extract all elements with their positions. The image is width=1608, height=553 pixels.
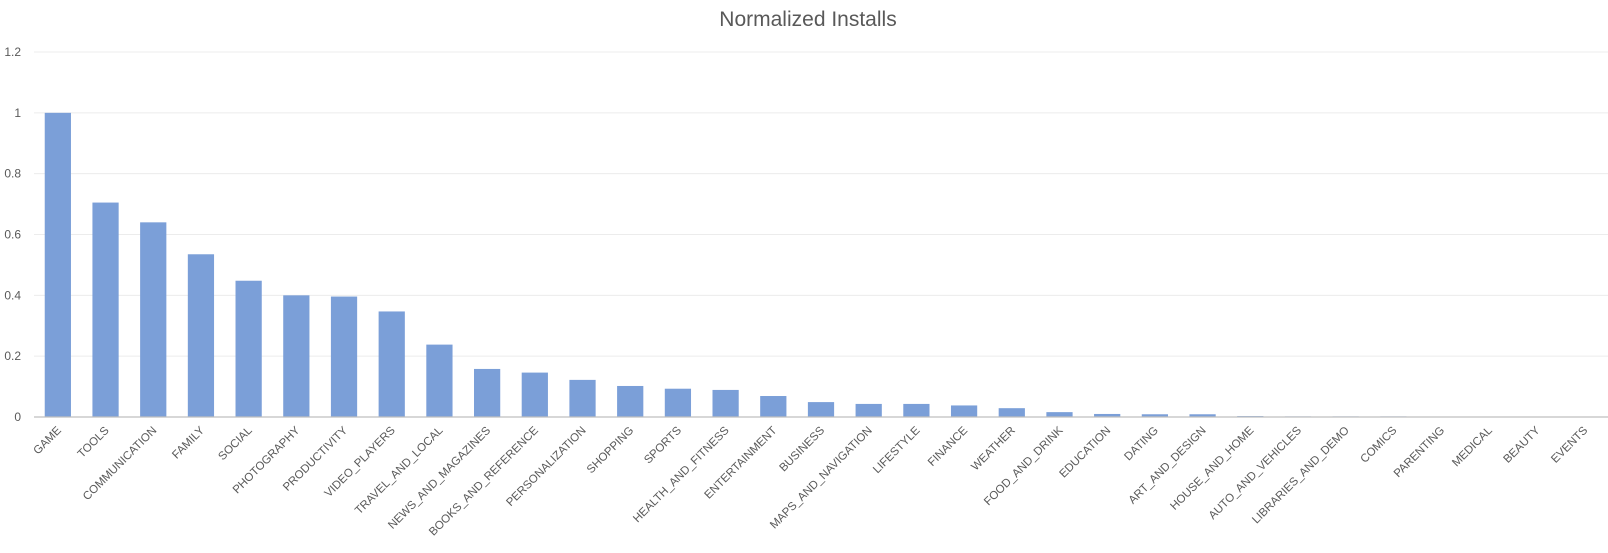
bar	[760, 396, 787, 417]
y-tick-label: 1	[14, 106, 21, 120]
bar	[950, 405, 978, 417]
x-tick-label: WEATHER	[969, 425, 1018, 474]
y-tick-label: 0	[14, 410, 21, 424]
x-tick-label: NEWS_AND_MAGAZINES	[386, 424, 493, 531]
x-tick-label: PARENTING	[1392, 425, 1447, 480]
y-tick-label: 0.6	[4, 228, 21, 242]
x-tick-label: FAMILY	[170, 424, 207, 461]
x-tick-label: FINANCE	[926, 424, 970, 468]
bar	[140, 222, 167, 417]
x-tick-label: SOCIAL	[216, 424, 255, 463]
y-axis: 0 0.2 0.4 0.6 0.8 1 1.2	[4, 45, 21, 424]
y-tick-label: 0.2	[4, 349, 21, 363]
x-tick-label: EVENTS	[1549, 424, 1590, 465]
x-tick-label: COMICS	[1358, 424, 1399, 465]
bar	[998, 408, 1025, 417]
bar	[474, 368, 501, 417]
grid-layer	[34, 51, 1608, 357]
x-tick-label: FOOD_AND_DRINK	[982, 424, 1066, 508]
bar	[92, 202, 119, 417]
bar	[807, 402, 835, 417]
x-tick-label: SHOPPING	[585, 425, 636, 476]
bar	[44, 112, 71, 417]
chart-title: Normalized Installs	[719, 8, 896, 31]
bar	[617, 385, 644, 417]
bar	[187, 254, 215, 417]
x-tick-label: TRAVEL_AND_LOCAL	[353, 424, 446, 517]
bar	[378, 311, 405, 417]
bar	[664, 388, 692, 417]
x-tick-label: PERSONALIZATION	[504, 425, 588, 509]
bar	[855, 403, 882, 417]
bar	[1046, 412, 1073, 417]
bar	[521, 372, 548, 417]
x-tick-label: BUSINESS	[778, 424, 828, 474]
x-tick-label: DATING	[1122, 425, 1161, 464]
y-tick-label: 1.2	[4, 45, 21, 59]
x-tick-label: TOOLS	[76, 424, 112, 460]
bar	[1189, 414, 1216, 417]
x-tick-label: HOUSE_AND_HOME	[1168, 424, 1256, 512]
x-tick-label: LIBRARIES_AND_DEMO	[1250, 425, 1352, 527]
x-tick-label: MEDICAL	[1450, 424, 1495, 469]
x-tick-label: SPORTS	[642, 424, 684, 466]
bar	[283, 295, 310, 417]
bar	[235, 280, 262, 417]
x-tick-label: EDUCATION	[1058, 425, 1114, 481]
x-tick-label: GAME	[32, 424, 65, 457]
bar	[1141, 414, 1168, 417]
x-tick-label: BEAUTY	[1502, 424, 1543, 465]
bar	[569, 379, 596, 417]
bar	[712, 389, 739, 417]
bar	[330, 296, 358, 417]
bar	[426, 344, 453, 417]
x-tick-label: AUTO_AND_VEHICLES	[1207, 424, 1305, 522]
bar	[1094, 413, 1121, 417]
x-tick-label: LIFESTYLE	[871, 424, 923, 476]
bar-layer	[44, 112, 1598, 417]
x-tick-label: HEALTH_AND_FITNESS	[631, 424, 732, 525]
bar	[903, 403, 930, 417]
y-tick-label: 0.8	[4, 167, 21, 181]
x-tick-label: MAPS_AND_NAVIGATION	[768, 425, 875, 532]
y-tick-label: 0.4	[4, 288, 21, 302]
